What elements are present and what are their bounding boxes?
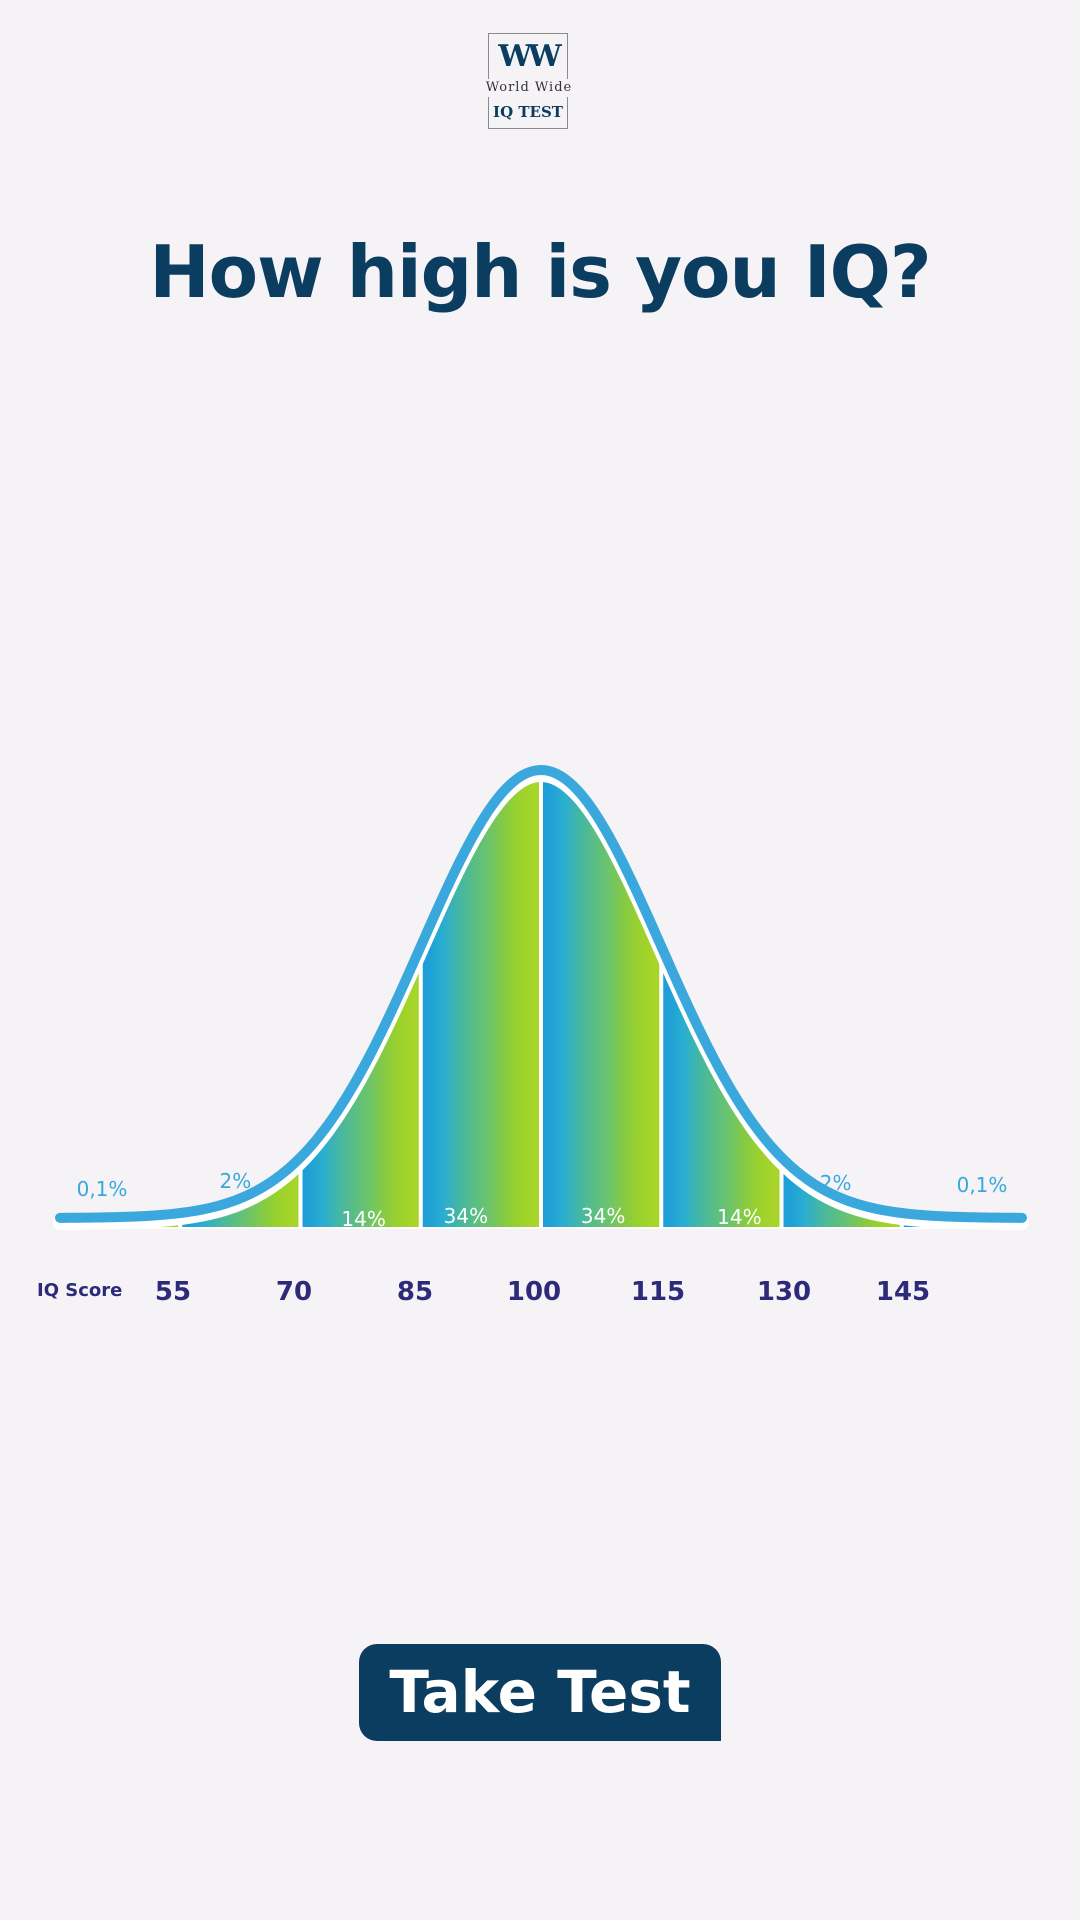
x-tick-100: 100 xyxy=(507,1277,561,1307)
x-tick-145: 145 xyxy=(876,1277,930,1307)
percent-label-5: 34% xyxy=(581,1204,625,1228)
percent-label-2: 2% xyxy=(220,1169,252,1193)
x-tick-70: 70 xyxy=(276,1277,312,1307)
logo-text-iq-test: IQ TEST xyxy=(493,103,563,121)
logo-mark: WW xyxy=(498,39,561,74)
x-tick-115: 115 xyxy=(631,1277,685,1307)
headline: How high is you IQ? xyxy=(149,230,931,314)
logo-text-world-wide: World Wide xyxy=(479,79,579,97)
chart-segment-7 xyxy=(781,1163,902,1228)
percent-label-1: 0,1% xyxy=(77,1177,128,1201)
x-tick-55: 55 xyxy=(155,1277,191,1307)
chart-segment-5 xyxy=(541,776,662,1228)
world-wide-iq-test-logo[interactable]: WW World Wide IQ TEST xyxy=(479,33,579,129)
axis-label-iq-score: IQ Score xyxy=(37,1280,122,1301)
percent-label-6: 14% xyxy=(717,1205,761,1229)
x-tick-130: 130 xyxy=(757,1277,811,1307)
percent-label-8: 0,1% xyxy=(957,1173,1008,1197)
chart-segment-4 xyxy=(420,776,541,1228)
chart-segment-2 xyxy=(180,1163,301,1228)
chart-curve xyxy=(55,765,1027,1223)
x-tick-85: 85 xyxy=(397,1277,433,1307)
percent-label-7: 2% xyxy=(820,1171,852,1195)
take-test-button[interactable]: Take Test xyxy=(359,1644,721,1741)
percent-label-3: 14% xyxy=(341,1207,385,1231)
percent-label-4: 34% xyxy=(444,1204,488,1228)
